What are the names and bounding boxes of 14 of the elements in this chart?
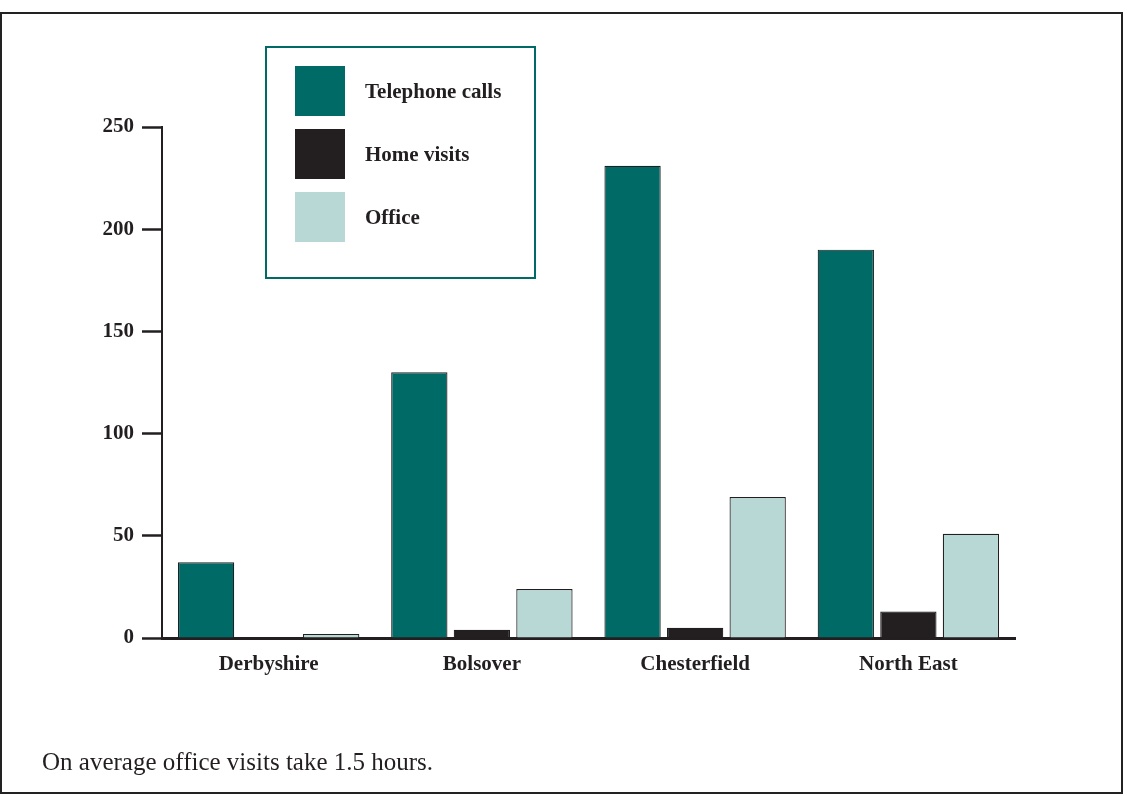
x-tick-label: North East bbox=[859, 651, 958, 676]
text: On average office visits take 1.5 hours. bbox=[42, 748, 434, 776]
y-tick-label: 0 bbox=[123, 624, 134, 649]
x-tick-label: Derbyshire bbox=[218, 651, 319, 676]
y-tick-label: 50 bbox=[113, 522, 134, 547]
legend-label: Telephone calls bbox=[365, 78, 502, 104]
legend-label: Office bbox=[365, 204, 420, 230]
legend-label: Home visits bbox=[365, 141, 470, 167]
y-tick-label: 100 bbox=[102, 420, 134, 445]
y-tick-label: 250 bbox=[102, 113, 134, 138]
y-tick-label: 200 bbox=[102, 215, 134, 240]
y-tick-label: 150 bbox=[102, 317, 134, 342]
x-tick-label: Bolsover bbox=[442, 651, 521, 676]
x-tick-label: Chesterfield bbox=[640, 651, 751, 676]
